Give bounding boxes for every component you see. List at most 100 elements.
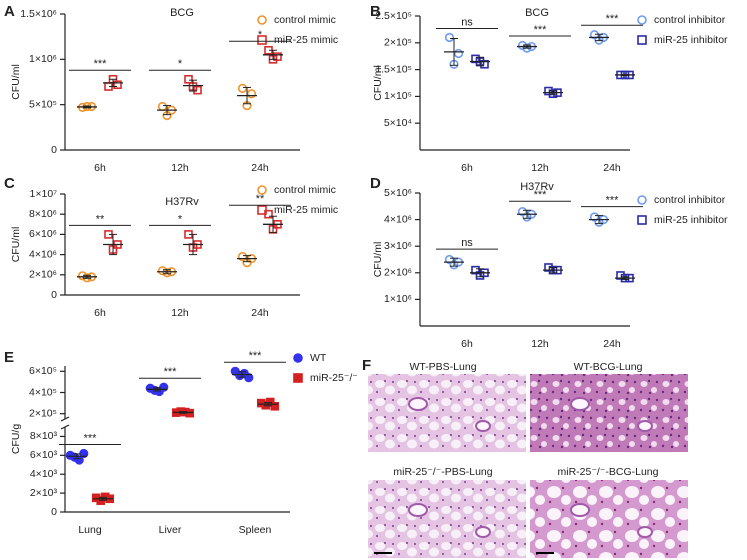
point bbox=[444, 254, 455, 265]
x-tick-label: 24h bbox=[251, 162, 269, 174]
y-tick-label: 2×10⁵ bbox=[29, 407, 57, 419]
point bbox=[185, 408, 195, 418]
significance-label: ** bbox=[96, 213, 105, 225]
significance-label: * bbox=[258, 29, 263, 41]
x-tick-label: 24h bbox=[603, 162, 621, 174]
y-tick-label: 0 bbox=[51, 144, 57, 156]
significance-label: ** bbox=[256, 193, 265, 205]
y-tick-label: 4×10⁵ bbox=[29, 386, 57, 398]
y-tick-label: 2.5×10⁵ bbox=[375, 10, 412, 22]
histology-image bbox=[530, 480, 688, 558]
y-axis-label: CFU/ml bbox=[10, 227, 22, 263]
point bbox=[193, 85, 202, 95]
legend-marker bbox=[637, 195, 647, 205]
y-tick-label: 8×10⁶ bbox=[29, 208, 57, 220]
y-tick-label: 4×10⁶ bbox=[384, 213, 412, 225]
x-tick-label: 12h bbox=[171, 162, 189, 174]
point bbox=[237, 83, 248, 93]
x-tick-label: 12h bbox=[171, 307, 189, 319]
point bbox=[444, 32, 455, 43]
y-axis-label: CFU/ml bbox=[10, 64, 22, 100]
point bbox=[237, 252, 248, 262]
y-tick-label: 1×10⁵ bbox=[384, 90, 412, 102]
point bbox=[589, 30, 600, 40]
significance-label: ns bbox=[461, 237, 473, 249]
vessel bbox=[408, 397, 428, 411]
point bbox=[270, 401, 280, 411]
legend-label: miR-25 mimic bbox=[274, 34, 338, 46]
legend-label: miR-25 inhibitor bbox=[654, 214, 728, 226]
point bbox=[548, 89, 558, 99]
chart-title: H37Rv bbox=[165, 196, 199, 208]
legend-label: miR-25⁻/⁻ bbox=[310, 372, 358, 384]
y-tick-label: 1×10⁷ bbox=[30, 188, 58, 200]
point bbox=[471, 54, 480, 64]
y-axis-label: CFU/ml bbox=[372, 242, 384, 278]
y-tick-label: 2×10³ bbox=[30, 487, 58, 499]
panel-label: B bbox=[370, 3, 381, 20]
x-tick-label: 24h bbox=[251, 307, 269, 319]
point bbox=[82, 273, 92, 283]
x-tick-label: 6h bbox=[461, 338, 473, 350]
y-tick-label: 4×10³ bbox=[30, 468, 58, 480]
panel-label: E bbox=[4, 349, 14, 366]
legend-label: control inhibitor bbox=[654, 14, 726, 26]
point bbox=[162, 268, 172, 278]
x-tick-label: 12h bbox=[531, 338, 549, 350]
y-tick-label: 2×10⁶ bbox=[384, 267, 412, 279]
histology-image bbox=[368, 374, 526, 452]
y-tick-label: 8×10³ bbox=[30, 430, 58, 442]
panel-label: F bbox=[362, 357, 371, 374]
significance-label: ns bbox=[461, 16, 473, 28]
image-label: miR-25⁻/⁻-BCG-Lung bbox=[558, 466, 659, 478]
legend-marker bbox=[257, 185, 267, 195]
point bbox=[157, 101, 168, 112]
significance-label: * bbox=[178, 213, 183, 225]
significance-label: *** bbox=[606, 13, 620, 25]
y-tick-label: 6×10⁵ bbox=[29, 365, 57, 377]
legend-marker bbox=[637, 15, 647, 25]
significance-label: *** bbox=[249, 350, 263, 362]
significance-label: *** bbox=[534, 24, 548, 36]
point bbox=[480, 59, 489, 69]
point bbox=[453, 48, 464, 59]
legend-marker bbox=[637, 35, 647, 45]
y-tick-label: 6×10⁶ bbox=[29, 228, 57, 240]
x-tick-label: 6h bbox=[461, 162, 473, 174]
axis-break bbox=[60, 416, 70, 422]
point bbox=[616, 271, 625, 280]
chart-title: BCG bbox=[525, 7, 549, 19]
y-tick-label: 2×10⁶ bbox=[29, 269, 57, 281]
vessel bbox=[637, 420, 653, 432]
legend-label: miR-25 inhibitor bbox=[654, 34, 728, 46]
vessel bbox=[475, 526, 491, 538]
y-axis-label: CFU/ml bbox=[372, 65, 384, 101]
y-tick-label: 4×10⁶ bbox=[29, 248, 57, 260]
y-axis-label: CFU/g bbox=[10, 424, 22, 454]
y-tick-label: 1×10⁶ bbox=[29, 53, 57, 65]
panel-label: D bbox=[370, 175, 381, 192]
legend-label: WT bbox=[310, 352, 327, 364]
legend-marker bbox=[293, 353, 303, 363]
image-label: WT-PBS-Lung bbox=[409, 361, 476, 373]
panel-label: A bbox=[4, 3, 15, 20]
y-tick-label: 1×10⁶ bbox=[384, 293, 412, 305]
legend-label: miR-25 mimic bbox=[274, 204, 338, 216]
significance-label: * bbox=[178, 58, 183, 70]
legend-marker bbox=[257, 35, 267, 45]
image-label: miR-25⁻/⁻-PBS-Lung bbox=[393, 466, 492, 478]
significance-label: *** bbox=[164, 366, 178, 378]
x-tick-label: Lung bbox=[78, 524, 102, 536]
legend-label: control mimic bbox=[274, 184, 336, 196]
point bbox=[273, 52, 282, 61]
y-tick-label: 5×10⁴ bbox=[384, 117, 412, 129]
point bbox=[77, 271, 88, 281]
vessel bbox=[570, 503, 590, 517]
legend-label: control inhibitor bbox=[654, 194, 726, 206]
significance-label: *** bbox=[94, 58, 108, 70]
point bbox=[157, 266, 168, 276]
vessel bbox=[570, 397, 590, 411]
x-tick-label: 6h bbox=[94, 307, 106, 319]
legend-label: control mimic bbox=[274, 14, 336, 26]
x-tick-label: 24h bbox=[603, 338, 621, 350]
